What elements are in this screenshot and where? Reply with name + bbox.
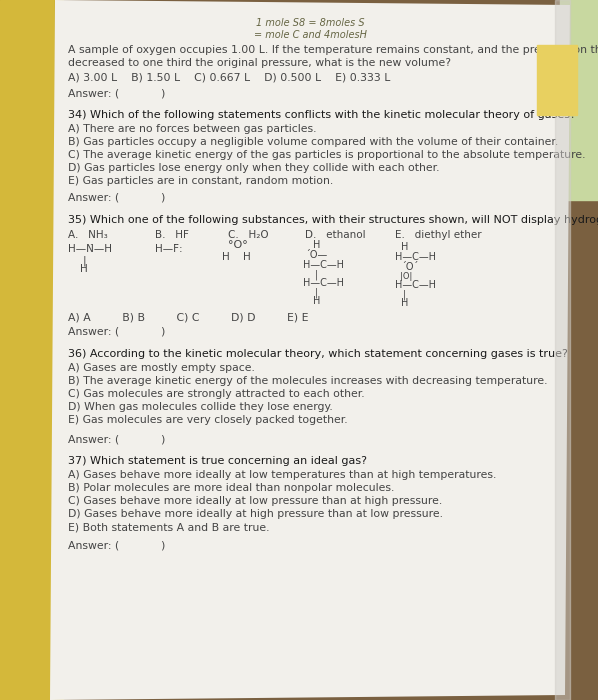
Text: C) Gas molecules are strongly attracted to each other.: C) Gas molecules are strongly attracted …: [68, 389, 365, 399]
Text: ´O´: ´O´: [401, 262, 419, 272]
Text: A) A         B) B         C) C         D) D         E) E: A) A B) B C) C D) D E) E: [68, 312, 309, 322]
Text: |: |: [315, 288, 318, 298]
Text: 35) Which one of the following substances, with their structures shown, will NOT: 35) Which one of the following substance…: [68, 215, 598, 225]
Text: = mole C and 4molesH: = mole C and 4molesH: [254, 30, 367, 40]
Text: ´O—: ´O—: [305, 250, 327, 260]
Text: D.   ethanol: D. ethanol: [305, 230, 365, 240]
Text: 1 mole S8 = 8moles S: 1 mole S8 = 8moles S: [256, 18, 364, 28]
Bar: [0, 0, 60, 700]
Text: Answer: (            ): Answer: ( ): [68, 193, 166, 203]
Text: Answer: (            ): Answer: ( ): [68, 327, 166, 337]
Text: H—C—H: H—C—H: [303, 260, 344, 270]
Text: D) Gases behave more ideally at high pressure than at low pressure.: D) Gases behave more ideally at high pre…: [68, 509, 443, 519]
Text: A) 3.00 L    B) 1.50 L    C) 0.667 L    D) 0.500 L    E) 0.333 L: A) 3.00 L B) 1.50 L C) 0.667 L D) 0.500 …: [68, 72, 390, 82]
Text: 34) Which of the following statements conflicts with the kinetic molecular theor: 34) Which of the following statements co…: [68, 110, 576, 120]
Text: D) Gas particles lose energy only when they collide with each other.: D) Gas particles lose energy only when t…: [68, 163, 440, 173]
Text: 37) Which statement is true concerning an ideal gas?: 37) Which statement is true concerning a…: [68, 456, 367, 466]
Text: B) Polar molecules are more ideal than nonpolar molecules.: B) Polar molecules are more ideal than n…: [68, 483, 394, 493]
Text: H: H: [222, 252, 230, 262]
Text: A sample of oxygen occupies 1.00 L. If the temperature remains constant, and the: A sample of oxygen occupies 1.00 L. If t…: [68, 45, 598, 55]
Text: |: |: [403, 290, 406, 300]
Bar: [55, 0, 63, 700]
Text: C.   H₂O: C. H₂O: [228, 230, 269, 240]
Text: E.   diethyl ether: E. diethyl ether: [395, 230, 481, 240]
Text: H: H: [313, 296, 321, 306]
Text: H: H: [80, 264, 88, 274]
Bar: [560, 0, 598, 200]
Text: H—C—H: H—C—H: [303, 278, 344, 288]
Text: E) Gas particles are in constant, random motion.: E) Gas particles are in constant, random…: [68, 176, 333, 186]
Text: H—C—H: H—C—H: [395, 252, 436, 262]
Text: A) There are no forces between gas particles.: A) There are no forces between gas parti…: [68, 124, 316, 134]
Text: D) When gas molecules collide they lose energy.: D) When gas molecules collide they lose …: [68, 402, 332, 412]
Text: B) The average kinetic energy of the molecules increases with decreasing tempera: B) The average kinetic energy of the mol…: [68, 376, 548, 386]
Text: E) Gas molecules are very closely packed together.: E) Gas molecules are very closely packed…: [68, 415, 347, 425]
Text: A.   NH₃: A. NH₃: [68, 230, 108, 240]
Bar: [537, 45, 577, 115]
Text: B.   HF: B. HF: [155, 230, 189, 240]
Text: H—C—H: H—C—H: [395, 280, 436, 290]
Text: A) Gases are mostly empty space.: A) Gases are mostly empty space.: [68, 363, 255, 373]
Text: Answer: (            ): Answer: ( ): [68, 541, 166, 551]
Text: °O°: °O°: [228, 240, 248, 250]
Text: H: H: [401, 242, 408, 252]
Bar: [555, 0, 570, 700]
Text: |: |: [315, 270, 318, 281]
Text: Answer: (            ): Answer: ( ): [68, 434, 166, 444]
Text: H—Ṅ̇—H: H—Ṅ̇—H: [68, 244, 112, 254]
Text: H—F̈:: H—F̈:: [155, 244, 182, 254]
Text: Answer: (            ): Answer: ( ): [68, 88, 166, 98]
Text: H: H: [313, 240, 321, 250]
Text: |: |: [83, 256, 87, 267]
Text: 36) According to the kinetic molecular theory, which statement concerning gases : 36) According to the kinetic molecular t…: [68, 349, 568, 359]
Text: H: H: [401, 298, 408, 308]
Text: A) Gases behave more ideally at low temperatures than at high temperatures.: A) Gases behave more ideally at low temp…: [68, 470, 496, 480]
Text: E) Both statements A and B are true.: E) Both statements A and B are true.: [68, 522, 270, 532]
Text: C) Gases behave more ideally at low pressure than at high pressure.: C) Gases behave more ideally at low pres…: [68, 496, 443, 506]
Polygon shape: [50, 0, 570, 700]
Text: B) Gas particles occupy a negligible volume compared with the volume of their co: B) Gas particles occupy a negligible vol…: [68, 137, 559, 147]
Text: H: H: [243, 252, 251, 262]
Text: |O|: |O|: [400, 272, 413, 281]
Text: decreased to one third the original pressure, what is the new volume?: decreased to one third the original pres…: [68, 58, 451, 68]
Text: C) The average kinetic energy of the gas particles is proportional to the absolu: C) The average kinetic energy of the gas…: [68, 150, 585, 160]
